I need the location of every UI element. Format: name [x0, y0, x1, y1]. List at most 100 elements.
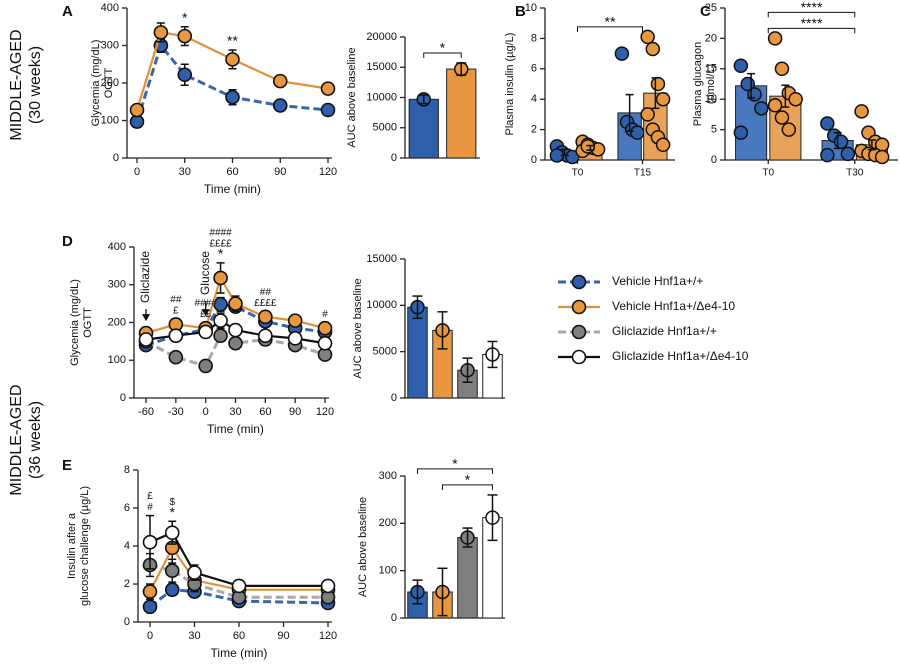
data-point	[781, 122, 797, 137]
legend-marker	[571, 299, 587, 315]
data-point	[580, 139, 596, 154]
data-point	[640, 107, 655, 122]
y-tick-label: 5000	[373, 346, 397, 358]
event-label: Glucose	[198, 251, 212, 295]
data-point	[138, 332, 154, 347]
data-point	[142, 599, 158, 615]
bar	[446, 68, 477, 159]
y-tick-label: 100	[101, 114, 119, 126]
annotation: #	[322, 309, 328, 320]
y-tick-label: 0	[124, 616, 130, 628]
data-point	[198, 324, 213, 340]
panel-letter: D	[62, 233, 73, 250]
annotation: $	[169, 497, 175, 508]
x-tick-label: 30	[188, 630, 200, 642]
bar	[407, 306, 428, 399]
x-tick-label: T0	[762, 168, 774, 179]
data-point	[272, 98, 288, 113]
annotation: **	[227, 33, 238, 49]
x-tick-label: 0	[134, 166, 140, 178]
data-point	[258, 328, 273, 344]
data-point	[168, 328, 184, 344]
annotation: £	[147, 491, 153, 502]
y-tick-label: 400	[101, 2, 119, 14]
x-tick-label: T0	[572, 168, 584, 179]
y-tick-label: 200	[101, 77, 119, 89]
y-tick-label: 300	[108, 279, 126, 291]
y-tick-label: 0	[391, 612, 397, 624]
significance-label: **	[605, 14, 616, 30]
data-point	[168, 349, 184, 365]
data-point	[164, 563, 180, 579]
y-tick-label: 8	[531, 32, 537, 44]
y-axis-label: Glycemia (mg/dL)	[90, 40, 102, 127]
data-point	[733, 125, 749, 140]
data-point	[630, 125, 645, 140]
significance-label: ****	[801, 0, 823, 15]
y-tick-label: 100	[108, 354, 126, 366]
event-arrowhead	[201, 309, 210, 317]
x-tick-label: -60	[138, 406, 154, 418]
y-tick-label: 4	[124, 540, 130, 552]
y-tick-label: 0	[711, 154, 717, 166]
data-point	[142, 584, 158, 599]
data-point	[129, 102, 145, 118]
data-point	[213, 313, 228, 328]
y-tick-label: 15000	[366, 253, 397, 265]
data-point	[854, 104, 869, 119]
y-tick-label: 0	[113, 152, 119, 164]
data-point	[774, 110, 790, 125]
bar	[457, 537, 478, 619]
annotation: ##	[260, 287, 272, 298]
series-line	[135, 42, 329, 123]
y-tick-label: 5	[711, 124, 717, 136]
data-point	[650, 76, 666, 92]
data-point	[754, 101, 769, 116]
x-tick-label: 0	[147, 630, 153, 642]
data-point	[733, 58, 749, 74]
data-point	[655, 91, 671, 107]
significance-label: *	[452, 456, 458, 472]
legend-marker	[571, 274, 587, 290]
panel-letter: B	[515, 3, 526, 20]
significance-label: *	[465, 472, 471, 488]
y-tick-label: 10	[705, 93, 717, 105]
data-point	[767, 31, 783, 46]
data-point	[231, 578, 247, 594]
y-tick-label: 0	[391, 152, 397, 164]
data-point	[228, 296, 243, 311]
data-point	[747, 87, 762, 102]
data-point	[153, 25, 169, 40]
data-point	[164, 525, 180, 541]
legend-marker	[571, 349, 587, 365]
y-tick-label: 8	[124, 464, 130, 476]
y-axis-label: AUC above baseline	[352, 278, 364, 378]
data-point	[317, 320, 333, 336]
y-tick-label: 15000	[366, 61, 397, 73]
data-point	[788, 91, 803, 107]
data-point	[213, 270, 228, 286]
data-point	[833, 134, 849, 150]
y-tick-label: 100	[379, 565, 397, 577]
data-point	[287, 331, 303, 346]
x-tick-label: 120	[316, 406, 334, 418]
x-tick-label: 0	[203, 406, 209, 418]
legend-marker	[571, 324, 587, 340]
x-tick-label: 120	[319, 630, 337, 642]
y-tick-label: 15	[705, 63, 717, 75]
data-point	[213, 297, 228, 312]
x-tick-label: 60	[233, 630, 245, 642]
x-tick-label: 30	[229, 406, 241, 418]
panel-letter: E	[62, 457, 72, 474]
significance-label: *	[440, 40, 446, 56]
x-tick-label: T30	[846, 168, 864, 179]
significance-bracket	[442, 484, 493, 490]
significance-bracket	[767, 27, 856, 34]
y-tick-label: 5000	[373, 122, 397, 134]
y-tick-label: 300	[379, 470, 397, 482]
x-axis-label: Time (min)	[211, 646, 268, 660]
data-point	[614, 46, 630, 61]
data-point	[225, 89, 240, 105]
x-tick-label: 60	[259, 406, 271, 418]
x-axis-label: Time (min)	[204, 182, 261, 196]
